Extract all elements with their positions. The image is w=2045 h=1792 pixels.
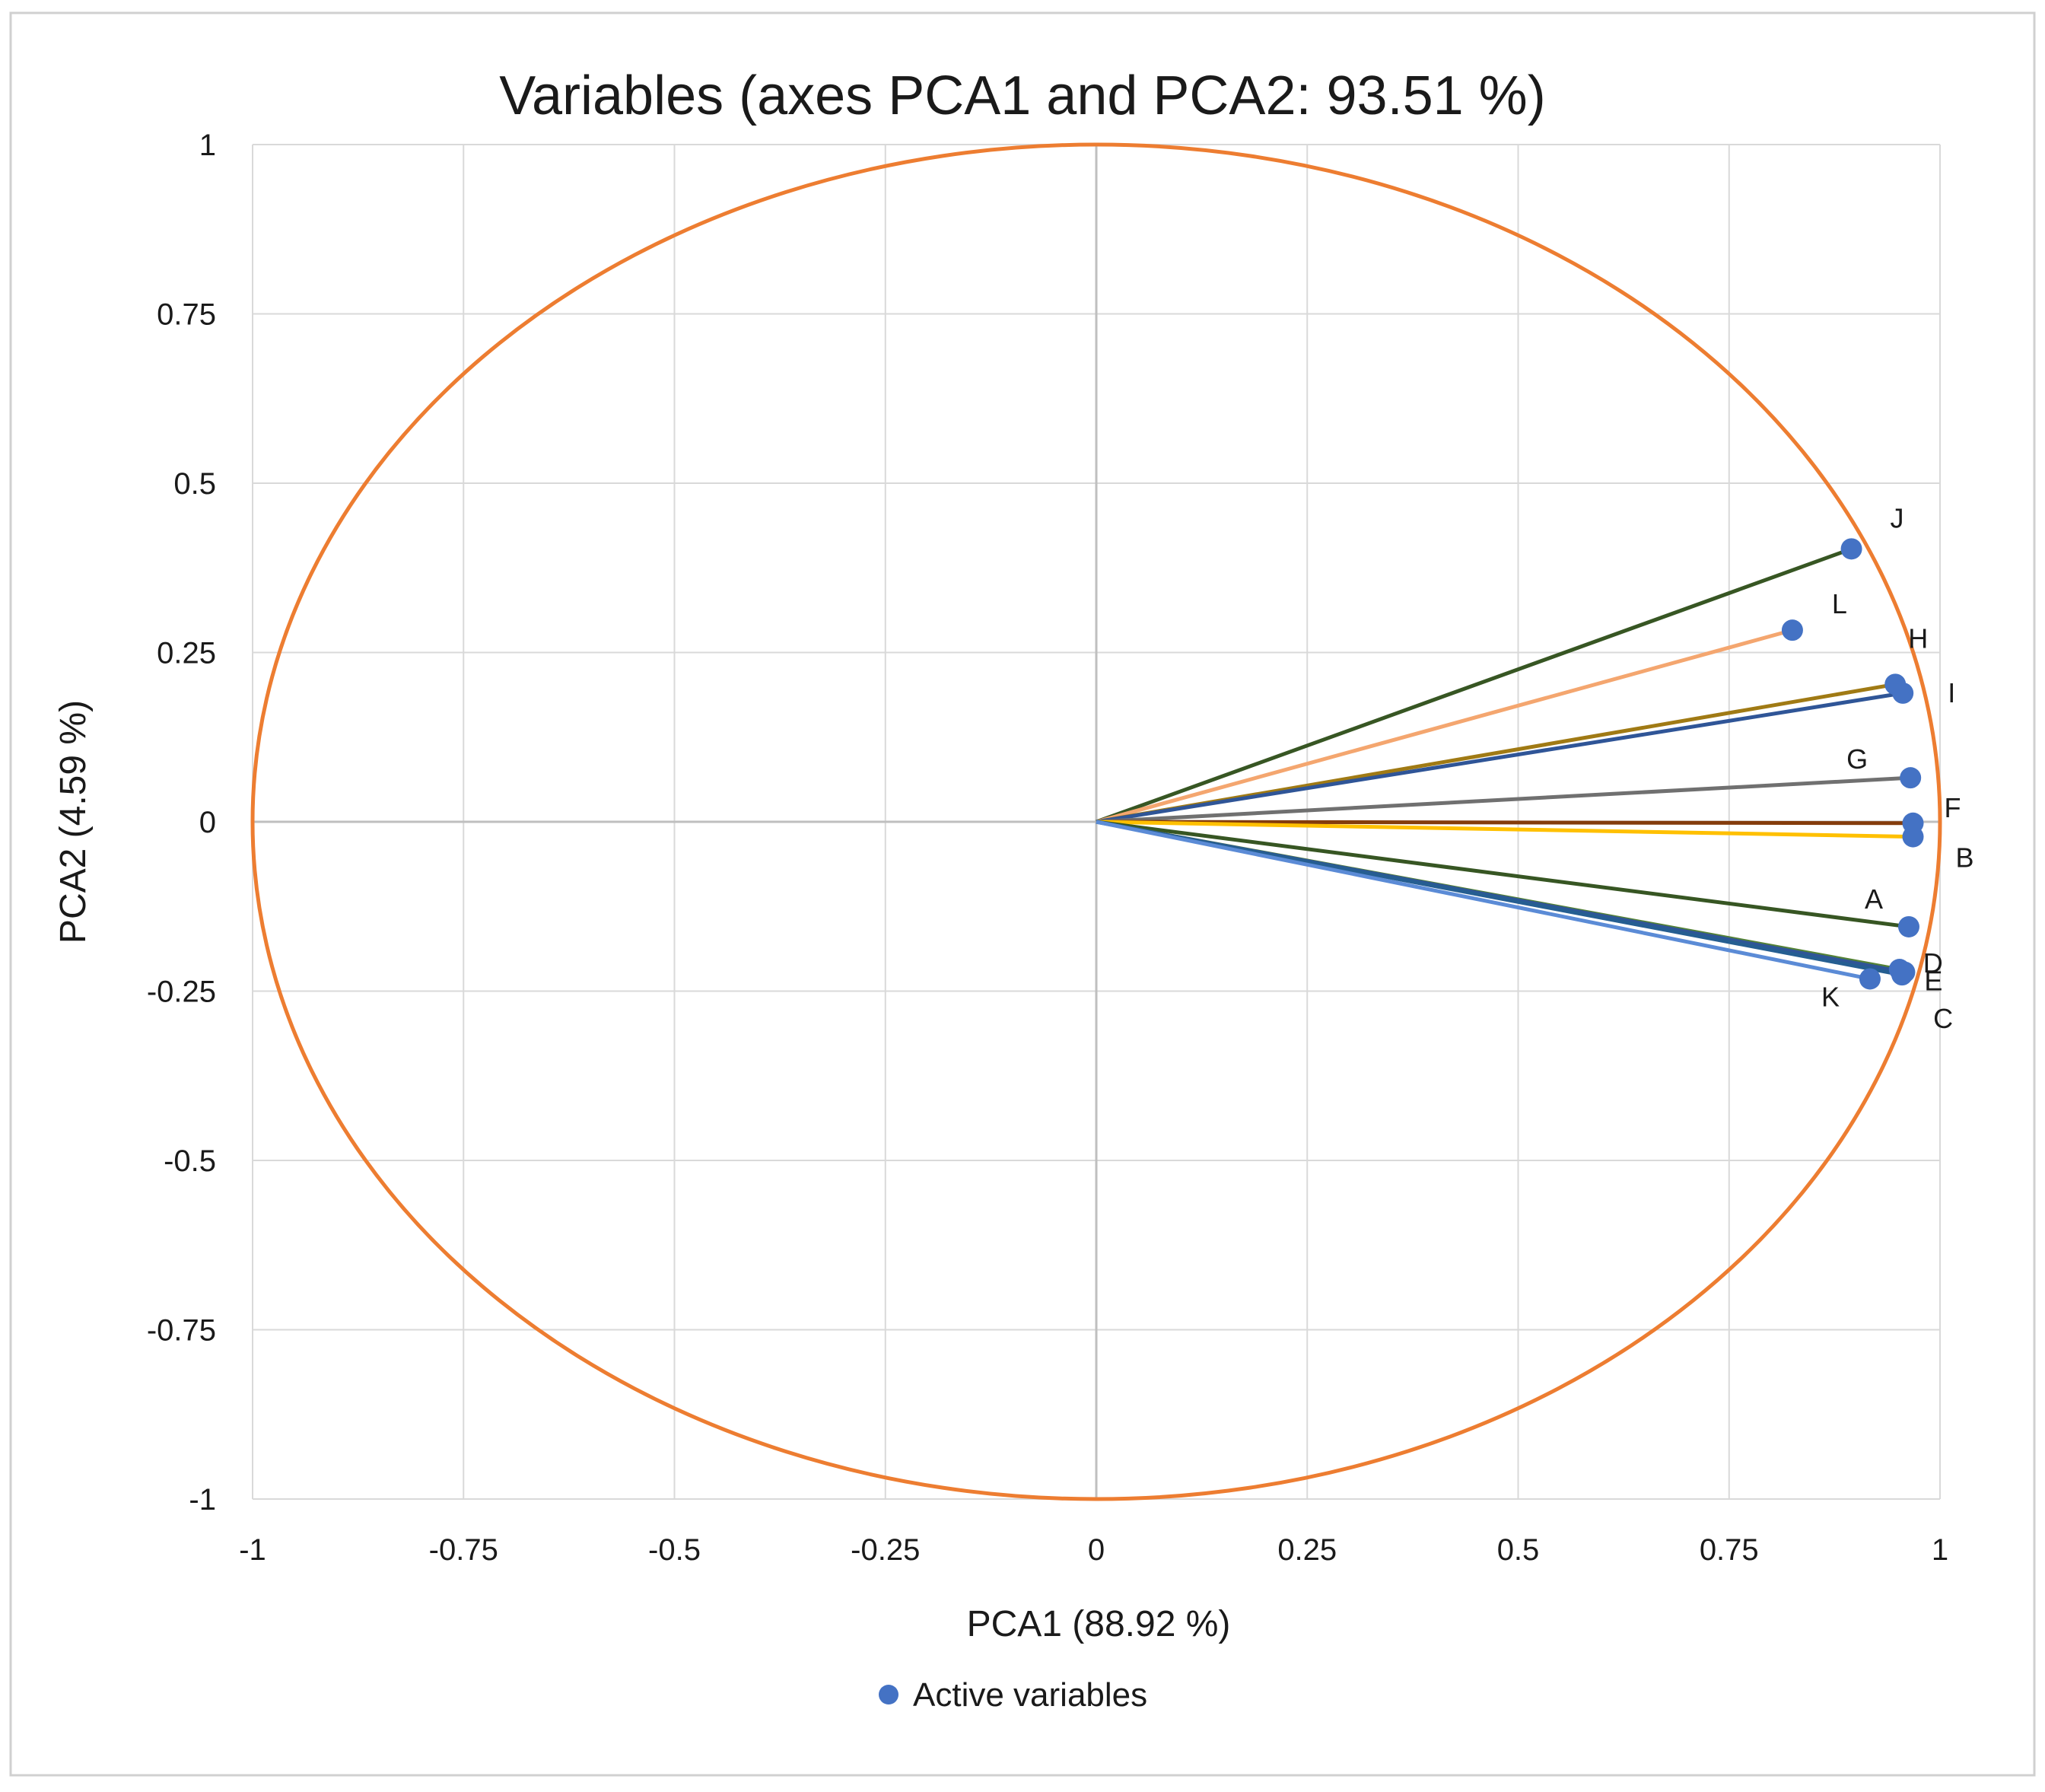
x-tick-label: 0.5 bbox=[1497, 1533, 1540, 1567]
point-I bbox=[1892, 682, 1914, 704]
legend-marker bbox=[879, 1685, 898, 1704]
y-tick-label: 1 bbox=[199, 129, 216, 162]
x-tick-label: -0.5 bbox=[648, 1533, 701, 1567]
label-K: K bbox=[1821, 981, 1840, 1012]
tick-labels: -1 -0.75 -0.5 -0.25 0 0.25 0.5 0.75 1 1 0.75 0.5 0.2… bbox=[147, 129, 1948, 1567]
vector-A bbox=[1096, 820, 1910, 929]
point-G bbox=[1900, 767, 1922, 789]
vector-F bbox=[1096, 820, 1913, 826]
y-tick-label: 0.5 bbox=[173, 467, 216, 501]
label-J: J bbox=[1891, 502, 1904, 533]
y-tick-label: -0.5 bbox=[164, 1144, 216, 1178]
y-axis-label: PCA2 (4.59 %) bbox=[53, 700, 94, 944]
label-L: L bbox=[1832, 588, 1847, 619]
point-J bbox=[1840, 538, 1862, 560]
label-B: B bbox=[1956, 842, 1974, 874]
x-tick-label: -0.75 bbox=[429, 1533, 498, 1567]
label-I: I bbox=[1948, 677, 1955, 708]
vector-K bbox=[1096, 820, 1871, 981]
point-L bbox=[1781, 619, 1803, 641]
vector-G bbox=[1096, 775, 1911, 824]
x-tick-label: -1 bbox=[239, 1533, 266, 1567]
vector-J bbox=[1096, 546, 1853, 824]
legend-label: Active variables bbox=[913, 1676, 1147, 1714]
chart-border bbox=[9, 11, 2036, 1777]
label-A: A bbox=[1865, 883, 1883, 915]
variable-vectors bbox=[1096, 546, 1913, 981]
correlation-circle bbox=[250, 142, 1942, 1501]
label-D: D bbox=[1923, 947, 1943, 979]
point-K bbox=[1859, 968, 1881, 990]
y-tick-label: -0.25 bbox=[147, 976, 216, 1009]
y-tick-label: 0 bbox=[199, 806, 216, 839]
label-H: H bbox=[1908, 622, 1928, 654]
point-A bbox=[1897, 915, 1919, 937]
x-tick-label: 0.75 bbox=[1700, 1533, 1759, 1567]
y-tick-label: -1 bbox=[189, 1483, 216, 1517]
x-tick-label: 0 bbox=[1088, 1533, 1105, 1567]
y-tick-label: -0.75 bbox=[147, 1314, 216, 1348]
chart-title: Variables (axes PCA1 and PCA2: 93.51 %) bbox=[499, 65, 1545, 126]
vector-I bbox=[1096, 691, 1903, 824]
point-C bbox=[1891, 964, 1913, 986]
vector-B bbox=[1096, 820, 1913, 839]
variable-labels: J L HI G FB A DEC K bbox=[1821, 502, 1974, 1034]
point-B bbox=[1902, 826, 1924, 848]
x-tick-label: 1 bbox=[1932, 1533, 1948, 1567]
label-G: G bbox=[1846, 743, 1868, 775]
vector-L bbox=[1096, 628, 1793, 824]
label-F: F bbox=[1945, 792, 1961, 823]
x-tick-label: -0.25 bbox=[851, 1533, 920, 1567]
x-axis-label: PCA1 (88.92 %) bbox=[967, 1604, 1231, 1644]
y-tick-label: 0.25 bbox=[157, 637, 216, 670]
label-E: E bbox=[1924, 966, 1942, 997]
x-tick-label: 0.25 bbox=[1277, 1533, 1337, 1567]
label-C: C bbox=[1933, 1003, 1953, 1034]
y-tick-label: 0.75 bbox=[157, 298, 216, 332]
variable-points bbox=[1781, 538, 1924, 990]
legend: Active variables bbox=[879, 1676, 1147, 1714]
